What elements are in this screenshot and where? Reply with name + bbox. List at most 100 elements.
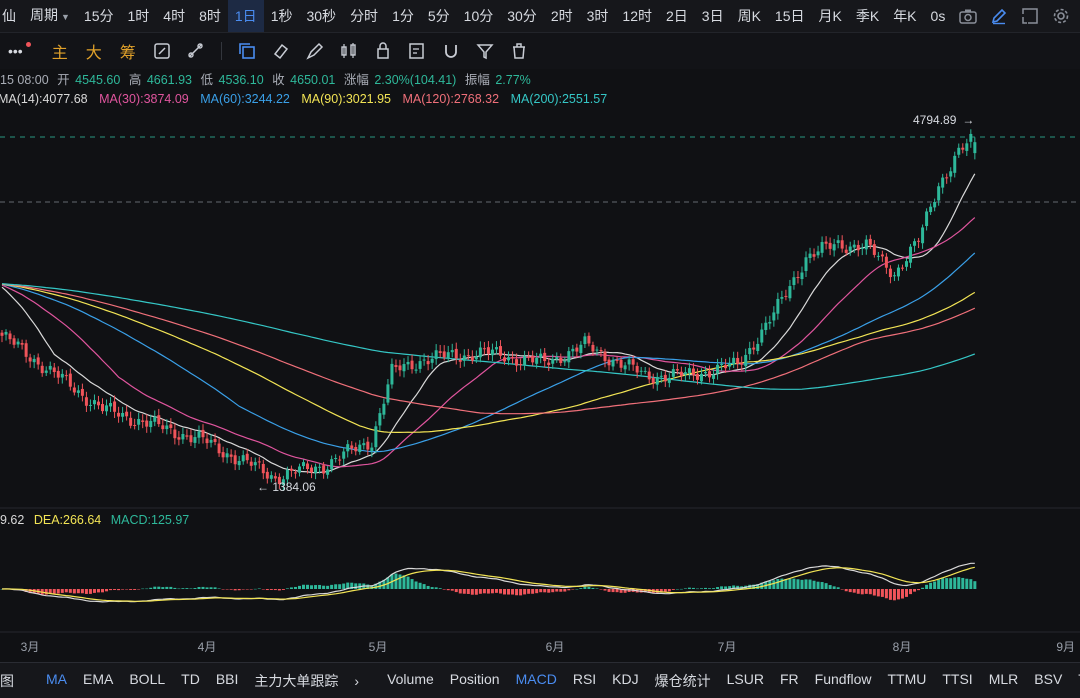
lock-icon[interactable] xyxy=(371,39,395,63)
timeframe-3[interactable]: 8时 xyxy=(199,8,221,24)
main-force-button[interactable]: 主 xyxy=(51,45,68,62)
macd-bar xyxy=(193,588,197,589)
timeframe-13[interactable]: 3时 xyxy=(586,8,609,24)
indicator-7[interactable]: Position xyxy=(449,670,500,687)
indicator-1[interactable]: EMA xyxy=(83,670,114,687)
macd-bar xyxy=(105,589,109,592)
timeframe-0[interactable]: 15分 xyxy=(83,8,114,24)
candle-pattern-icon[interactable] xyxy=(337,39,361,63)
macd-bar xyxy=(872,589,876,596)
timeframe-15[interactable]: 2日 xyxy=(665,8,688,24)
candle xyxy=(302,459,305,470)
timeframe-18[interactable]: 15日 xyxy=(774,8,805,24)
candle xyxy=(125,405,129,421)
candle xyxy=(189,429,193,447)
indicator-12[interactable]: LSUR xyxy=(726,670,764,687)
macd-bar xyxy=(800,579,804,589)
macd-bar xyxy=(466,589,470,594)
ruler-tool-icon[interactable] xyxy=(184,39,208,63)
indicator-10[interactable]: KDJ xyxy=(612,670,639,687)
macd-bar xyxy=(326,585,330,589)
macd-bar xyxy=(659,589,663,593)
draw-pen-icon[interactable] xyxy=(989,4,1010,28)
indicator-14[interactable]: Fundflow xyxy=(814,670,872,687)
timeframe-2[interactable]: 4时 xyxy=(163,8,186,24)
indicator-19[interactable]: TVolu xyxy=(1070,671,1080,691)
compare-icon[interactable] xyxy=(150,39,174,63)
magnet-icon[interactable] xyxy=(439,39,463,63)
indicator-18[interactable]: BSV xyxy=(1034,670,1063,687)
candle xyxy=(647,367,651,384)
timeframe-9[interactable]: 5分 xyxy=(427,8,450,24)
indicator-6[interactable]: Volume xyxy=(387,670,434,687)
timeframe-20[interactable]: 季K xyxy=(855,8,880,24)
filter-icon[interactable] xyxy=(473,39,497,63)
candle xyxy=(579,341,583,359)
indicator-0[interactable]: MA xyxy=(46,670,67,687)
candle xyxy=(229,449,233,464)
macd-bar xyxy=(547,589,551,593)
candle xyxy=(173,423,177,445)
indicator-8[interactable]: MACD xyxy=(515,670,557,687)
indicator-4[interactable]: BBI xyxy=(215,670,239,687)
big-order-button[interactable]: 大 xyxy=(85,45,102,62)
timeframe-10[interactable]: 10分 xyxy=(463,8,494,24)
chip-button[interactable]: 筹 xyxy=(119,45,136,62)
timeframe-19[interactable]: 月K xyxy=(818,8,842,24)
timeframe-12[interactable]: 2时 xyxy=(550,8,573,24)
macd-bar xyxy=(68,589,72,593)
candle xyxy=(261,459,265,480)
timeframe-8[interactable]: 1分 xyxy=(392,8,414,24)
timeframe-6[interactable]: 30秒 xyxy=(306,8,337,24)
indicator-2[interactable]: BOLL xyxy=(129,670,166,687)
timeframe-17[interactable]: 周K xyxy=(737,8,761,24)
indicator-5[interactable]: 主力大单跟踪 xyxy=(254,672,339,689)
indicator-15[interactable]: TTMU xyxy=(887,670,927,687)
eraser-icon[interactable] xyxy=(269,39,293,63)
camera-icon[interactable] xyxy=(957,4,978,28)
chevron-right-icon[interactable]: › xyxy=(354,672,360,689)
indicator-16[interactable]: TTSI xyxy=(942,670,973,687)
timeframe-4[interactable]: 1日 xyxy=(227,0,264,32)
macd-bar xyxy=(64,589,68,593)
note-edit-icon[interactable] xyxy=(405,39,429,63)
timeframe-16[interactable]: 3日 xyxy=(701,8,724,24)
macd-bar xyxy=(848,589,852,593)
brush-icon[interactable] xyxy=(303,39,327,63)
timeframe-5[interactable]: 1秒 xyxy=(270,8,293,24)
macd-bar xyxy=(48,589,52,594)
indicator-13[interactable]: FR xyxy=(779,670,799,687)
macd-bar xyxy=(482,589,486,594)
period-dropdown[interactable]: 周期 ▼ xyxy=(23,0,77,33)
ma-legend: MA(14):4077.68 MA(30):3874.09 MA(60):324… xyxy=(0,92,607,106)
indicator-3[interactable]: TD xyxy=(181,670,200,687)
candle xyxy=(772,306,776,327)
macd-bar xyxy=(603,589,607,591)
candle xyxy=(117,406,121,423)
candle xyxy=(808,247,812,264)
timeframe-11[interactable]: 30分 xyxy=(507,8,537,24)
copy-layer-icon[interactable] xyxy=(235,39,259,63)
timeframe-14[interactable]: 12时 xyxy=(622,8,652,24)
timeframe-1[interactable]: 1时 xyxy=(127,8,150,24)
candle xyxy=(498,340,502,360)
macd-bar xyxy=(611,589,615,593)
trash-icon[interactable] xyxy=(507,39,531,63)
app-cut-label: 仙 xyxy=(2,8,16,24)
indicator-11[interactable]: 爆仓统计 xyxy=(654,672,711,689)
macd-bar xyxy=(905,589,908,597)
candle xyxy=(205,432,209,449)
candle xyxy=(876,251,880,261)
more-menu-icon[interactable]: ••• xyxy=(8,43,23,59)
indicator-17[interactable]: MLR xyxy=(988,670,1019,687)
indicator-9[interactable]: RSI xyxy=(572,670,597,687)
timeframe-7[interactable]: 分时 xyxy=(350,8,379,24)
settings-icon[interactable] xyxy=(1051,4,1072,28)
candle xyxy=(137,412,141,431)
macd-bar xyxy=(519,589,523,596)
fullscreen-icon[interactable] xyxy=(1020,4,1041,28)
macd-bar xyxy=(704,587,707,589)
macd-bar xyxy=(185,588,189,589)
candlestick-chart[interactable]: 15 08:00 开 4545.60 高 4661.93 低 4536.10 收… xyxy=(0,69,1080,662)
timeframe-21[interactable]: 年K xyxy=(893,8,917,24)
